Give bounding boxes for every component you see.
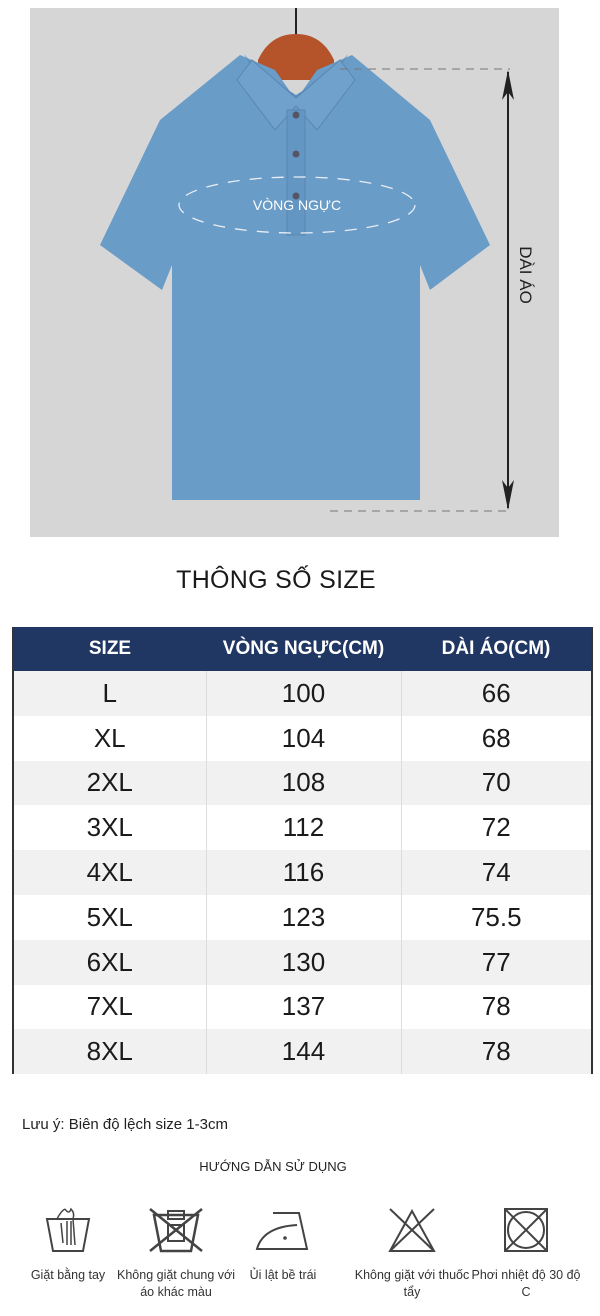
chest-cell: 137	[205, 984, 401, 1030]
no-wash-with-colors-icon	[149, 1208, 203, 1253]
iron-icon	[255, 1212, 309, 1250]
length-cell: 66	[400, 671, 592, 716]
care-item: Không giặt chung với áo khác màu	[116, 1205, 236, 1301]
care-item: Phơi nhiệt độ 30 độ C	[466, 1205, 586, 1301]
column-header-chest: VÒNG NGỰC(CM)	[206, 627, 401, 671]
size-cell: 2XL	[13, 760, 206, 806]
size-cell: 5XL	[86, 901, 133, 932]
column-header-length: DÀI ÁO(CM)	[401, 627, 592, 671]
table-row: 3XL 112 72	[13, 805, 592, 851]
table-row: 2XL 108 70	[13, 760, 592, 806]
chest-cell: 112	[205, 805, 401, 851]
length-cell: 77	[400, 939, 592, 985]
hanger	[258, 34, 334, 80]
size-cell: 3XL	[86, 812, 133, 843]
care-label: Ủi lật bề trái	[249, 1268, 317, 1282]
care-item: Không giặt với thuốc tẩy	[352, 1205, 472, 1301]
dry-temp-icon	[504, 1208, 548, 1252]
size-cell: 7XL	[86, 991, 133, 1022]
length-label: DÀI ÁO	[516, 246, 535, 304]
table-row: 5XL 123 75.5	[13, 894, 592, 940]
size-note: Lưu ý: Biên độ lệch size 1-3cm	[22, 1116, 228, 1133]
shirt	[100, 54, 490, 500]
length-cell: 75.5	[400, 894, 592, 940]
table-row: XL 104 68	[13, 715, 592, 761]
chest-cell: 123	[205, 894, 401, 940]
size-table: SIZE VÒNG NGỰC(CM) DÀI ÁO(CM) L 100 66 XL 10…	[12, 627, 593, 1075]
chest-cell: 108	[205, 760, 401, 806]
table-header: SIZE VÒNG NGỰC(CM) DÀI ÁO(CM)	[13, 627, 592, 671]
care-label: Phơi nhiệt độ 30 độ C	[471, 1268, 581, 1299]
care-guide-title: HƯỚNG DẪN SỬ DỤNG	[199, 1159, 347, 1174]
care-item: Ủi lật bề trái	[223, 1205, 343, 1284]
table-row: 8XL 144 78	[13, 1029, 592, 1075]
table-row: 4XL 116 74	[13, 850, 592, 895]
length-arrow	[502, 70, 514, 510]
chest-cell: 144	[205, 1029, 401, 1075]
length-cell: 78	[400, 984, 592, 1030]
hand-wash-icon	[45, 1207, 91, 1252]
length-cell: 70	[400, 760, 592, 806]
care-label: Không giặt chung với áo khác màu	[117, 1268, 235, 1299]
chest-measure-ellipse	[178, 176, 416, 234]
chest-label: VÒNG NGỰC	[253, 197, 341, 213]
column-header-size: SIZE	[13, 627, 206, 671]
length-cell: 72	[400, 805, 592, 851]
length-cell: 74	[400, 850, 592, 895]
shirt-size-diagram: VÒNG NGỰC DÀI ÁO	[30, 8, 559, 537]
size-cell: 8XL	[13, 1029, 206, 1075]
length-cell: 78	[400, 1029, 592, 1075]
size-cell: L	[13, 671, 206, 716]
no-bleach-icon	[388, 1208, 436, 1252]
size-cell: 4XL	[13, 850, 206, 895]
chest-cell: 116	[205, 850, 401, 895]
care-label: Giặt bằng tay	[30, 1268, 106, 1282]
size-cell: 6XL	[13, 939, 206, 985]
chest-cell: 100	[205, 671, 401, 716]
size-chart-title: THÔNG SỐ SIZE	[176, 566, 376, 594]
chest-cell: 104	[205, 715, 401, 761]
size-cell: XL	[93, 722, 126, 753]
care-label: Không giặt với thuốc tẩy	[354, 1268, 470, 1299]
length-cell: 68	[400, 715, 592, 761]
table-row: 7XL 137 78	[13, 984, 592, 1030]
table-row: 6XL 130 77	[13, 939, 592, 985]
chest-cell: 130	[205, 939, 401, 985]
table-row: L 100 66	[13, 671, 592, 716]
care-item: Giặt bằng tay	[8, 1205, 128, 1284]
